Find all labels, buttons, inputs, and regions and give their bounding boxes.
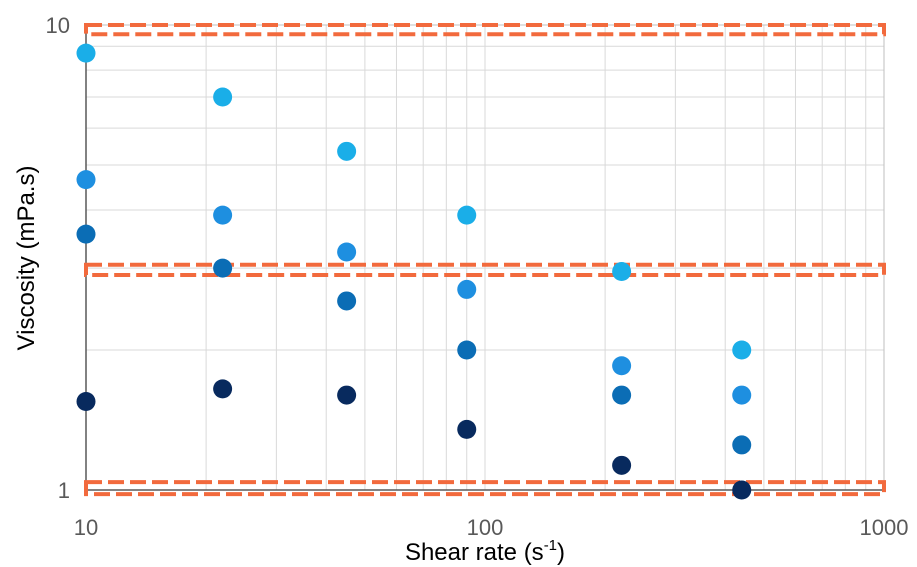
data-point [76, 43, 96, 63]
highlight-box [84, 23, 886, 37]
highlight-boxes [84, 23, 886, 497]
data-point [612, 262, 632, 282]
data-point [612, 385, 632, 405]
data-point [213, 258, 233, 278]
data-point [213, 87, 233, 107]
data-point [76, 224, 96, 244]
x-tick-label: 10 [74, 515, 98, 540]
x-axis-title-superscript: -1 [544, 537, 557, 554]
data-point [76, 391, 96, 411]
y-tick-labels: 10 1 [46, 13, 70, 503]
x-axis-title-main: Shear rate (s [405, 539, 544, 566]
data-point [337, 385, 357, 405]
x-tick-labels: 10 100 1000 [74, 515, 909, 540]
data-point [457, 419, 477, 439]
data-point [337, 242, 357, 262]
data-point [457, 205, 477, 225]
x-tick-label: 100 [467, 515, 504, 540]
data-point [732, 480, 752, 500]
highlight-box [84, 262, 886, 277]
x-tick-label: 1000 [860, 515, 909, 540]
highlight-box [84, 480, 886, 497]
y-tick-label: 1 [58, 478, 70, 503]
y-tick-label: 10 [46, 13, 70, 38]
data-point [337, 141, 357, 161]
data-point [457, 340, 477, 360]
data-point [213, 205, 233, 225]
data-point [732, 340, 752, 360]
grid-lines [86, 25, 884, 490]
data-point [337, 291, 357, 311]
y-axis-title: Viscosity (mPa.s) [13, 166, 40, 351]
data-point [612, 356, 632, 376]
data-point [76, 170, 96, 190]
data-point [732, 385, 752, 405]
data-points [76, 43, 752, 500]
data-point [612, 455, 632, 475]
data-point [213, 379, 233, 399]
x-axis-title: Shear rate (s-1) [405, 537, 565, 566]
data-point [732, 435, 752, 455]
x-axis-title-close: ) [557, 539, 565, 566]
data-point [457, 279, 477, 299]
